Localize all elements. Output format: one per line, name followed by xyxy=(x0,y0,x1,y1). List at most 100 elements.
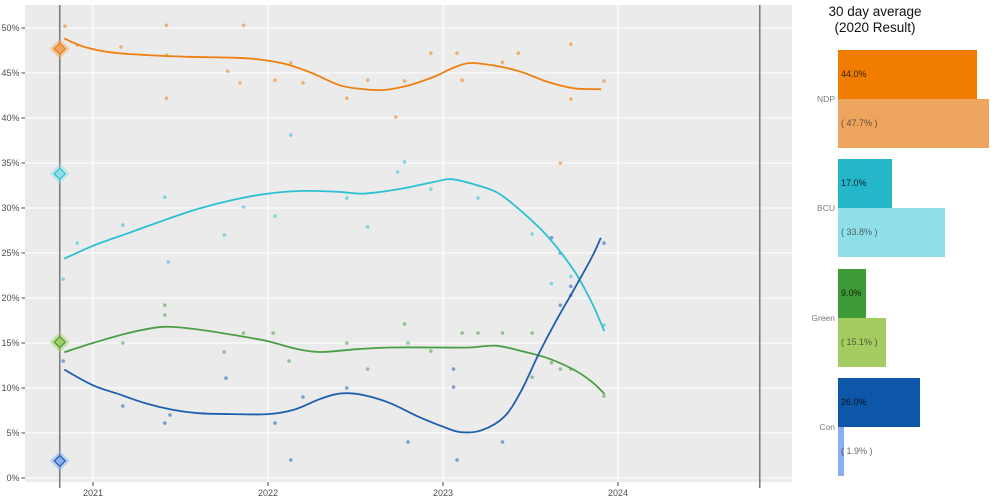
poll-point-bcu xyxy=(602,323,606,327)
result-marker-ndp xyxy=(53,42,67,56)
poll-point-bcu xyxy=(476,196,480,200)
avg-value-bcu: 17.0% xyxy=(841,178,867,189)
poll-point-ndp xyxy=(365,78,370,82)
y-tick-label: 25% xyxy=(1,248,19,258)
poll-point-ndp xyxy=(455,51,459,55)
poll-point-ndp xyxy=(164,23,169,28)
trend-line-con xyxy=(64,237,602,434)
poll-point-ndp xyxy=(516,51,521,55)
y-tick-label: 50% xyxy=(1,23,19,33)
poll-point-green xyxy=(163,313,167,317)
result-bar-ndp: ( 47.7% ) xyxy=(838,99,989,148)
poll-point-green xyxy=(500,331,505,335)
legend-title-line1: 30 day average xyxy=(828,4,922,19)
poll-point-con xyxy=(406,440,410,444)
poll-point-con xyxy=(121,404,125,408)
avg-value-ndp: 44.0% xyxy=(841,69,867,79)
legend-title: 30 day average (2020 Result) xyxy=(795,4,955,36)
avg-value-green: 9.0% xyxy=(841,287,862,298)
y-tick-label: 0% xyxy=(6,473,19,483)
y-tick-label: 15% xyxy=(1,338,19,348)
result-value-bcu: ( 33.8% ) xyxy=(841,227,878,238)
avg-bar-con: 26.0% xyxy=(838,377,921,427)
poll-point-bcu xyxy=(166,260,171,264)
poll-point-con xyxy=(500,440,505,444)
poll-point-ndp xyxy=(402,79,407,83)
poll-point-ndp xyxy=(345,96,349,100)
poll-point-ndp xyxy=(602,79,606,83)
poll-point-green xyxy=(460,331,465,335)
poll-point-bcu xyxy=(402,160,407,164)
result-bar-green: ( 15.1% ) xyxy=(838,317,886,367)
poll-point-ndp xyxy=(500,60,505,64)
poll-point-green xyxy=(602,394,606,398)
legend-title-line2: (2020 Result) xyxy=(834,20,916,35)
poll-point-bcu xyxy=(273,214,277,218)
y-tick-label: 20% xyxy=(1,293,19,303)
poll-point-bcu xyxy=(289,133,293,137)
result-value-con: ( 1.9% ) xyxy=(841,445,873,456)
poll-point-con xyxy=(273,421,277,425)
poll-point-ndp xyxy=(238,81,242,85)
result-marker-bcu xyxy=(53,167,67,181)
poll-point-bcu xyxy=(429,187,433,191)
poll-point-ndp xyxy=(558,161,563,165)
party-label-con: Con xyxy=(819,421,835,432)
poll-point-ndp xyxy=(569,42,573,46)
poll-point-green xyxy=(345,341,349,345)
poll-point-bcu xyxy=(365,225,370,229)
poll-point-con xyxy=(569,284,573,289)
x-tick-label: 2023 xyxy=(433,488,453,498)
y-tick-label: 10% xyxy=(1,383,19,393)
avg-value-con: 26.0% xyxy=(841,396,867,407)
poll-point-bcu xyxy=(75,241,80,245)
y-tick-label: 5% xyxy=(6,428,19,438)
poll-point-con xyxy=(345,386,349,390)
poll-point-ndp xyxy=(460,78,465,82)
poll-point-bcu xyxy=(395,170,400,174)
party-label-bcu: BCU xyxy=(817,203,835,214)
poll-point-ndp xyxy=(289,61,293,65)
avg-bar-bcu: 17.0% xyxy=(838,159,892,209)
poll-point-bcu xyxy=(241,205,246,209)
legend-panel: 30 day average (2020 Result) NDP 44.0% ( 4… xyxy=(795,0,1000,500)
poll-point-con xyxy=(455,458,459,462)
trend-line-green xyxy=(64,325,605,395)
poll-point-ndp xyxy=(273,78,277,82)
poll-point-con xyxy=(289,458,293,462)
poll-point-green xyxy=(530,375,534,380)
poll-point-bcu xyxy=(530,232,534,236)
poll-point-con xyxy=(558,303,563,308)
poll-point-green xyxy=(271,331,276,335)
poll-point-bcu xyxy=(163,195,167,199)
poll-point-green xyxy=(558,367,563,371)
poll-point-green xyxy=(406,341,410,345)
poll-point-con xyxy=(602,241,606,245)
poll-point-green xyxy=(402,322,407,326)
poll-point-con xyxy=(224,376,228,380)
poll-point-ndp xyxy=(63,24,67,29)
poll-point-green xyxy=(222,350,227,354)
plot-background xyxy=(25,5,792,482)
poll-point-bcu xyxy=(61,277,65,281)
poll-point-ndp xyxy=(301,81,305,85)
result-value-ndp: ( 47.7% ) xyxy=(841,118,878,128)
poll-point-bcu xyxy=(549,281,554,286)
poll-point-con xyxy=(451,367,456,371)
poll-point-ndp xyxy=(164,96,169,100)
result-bar-bcu: ( 33.8% ) xyxy=(838,208,945,258)
poll-point-green xyxy=(549,361,554,365)
poll-point-green xyxy=(241,331,246,335)
avg-bar-ndp: 44.0% xyxy=(838,50,977,99)
poll-point-green xyxy=(476,331,480,335)
poll-point-green xyxy=(287,359,291,363)
poll-point-con xyxy=(168,413,172,417)
poll-point-green xyxy=(365,367,370,371)
trend-line-ndp xyxy=(64,37,602,92)
poll-point-green xyxy=(121,341,125,345)
poll-point-con xyxy=(163,421,167,425)
party-label-ndp: NDP xyxy=(817,94,835,104)
poll-point-green xyxy=(163,303,167,308)
result-marker-green xyxy=(53,335,67,349)
